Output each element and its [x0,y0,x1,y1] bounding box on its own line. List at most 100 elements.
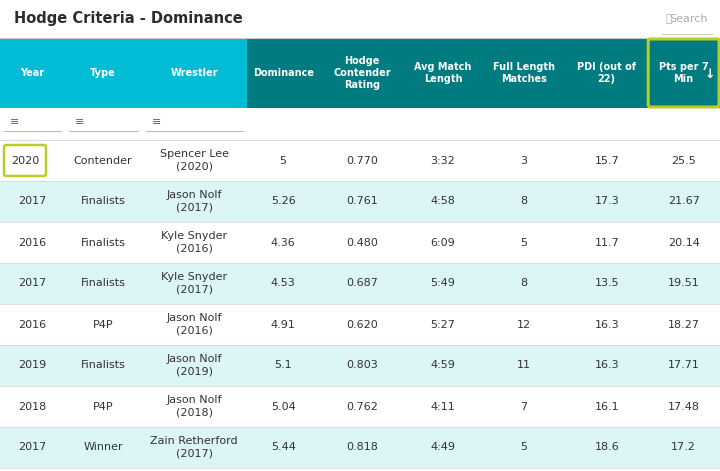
Text: 5:27: 5:27 [431,319,455,330]
Text: Search: Search [670,14,708,24]
Text: 4:11: 4:11 [431,401,455,412]
Text: 0.761: 0.761 [346,196,378,206]
Text: 15.7: 15.7 [595,155,619,165]
Text: Wrestler: Wrestler [171,68,218,78]
Text: 0.480: 0.480 [346,237,378,247]
Text: Jason Nolf
(2018): Jason Nolf (2018) [166,395,222,418]
Text: PDI (out of
22): PDI (out of 22) [577,62,636,84]
Text: 5:49: 5:49 [431,278,455,289]
Bar [0,108,720,140]
Text: 5.1: 5.1 [274,360,292,371]
Bar [0,140,720,181]
Text: Finalists: Finalists [81,360,125,371]
Text: 17.2: 17.2 [671,442,696,453]
Text: Contender: Contender [74,155,132,165]
Text: 4.91: 4.91 [271,319,296,330]
Text: 11: 11 [517,360,531,371]
Text: Winner: Winner [84,442,123,453]
Text: 2020: 2020 [11,155,39,165]
Text: 16.3: 16.3 [595,319,619,330]
Text: Full Length
Matches: Full Length Matches [492,62,555,84]
Bar [0,427,720,468]
Text: Finalists: Finalists [81,278,125,289]
Text: 5: 5 [279,155,287,165]
Text: 21.67: 21.67 [667,196,700,206]
Text: 3:32: 3:32 [431,155,455,165]
Text: 17.71: 17.71 [667,360,700,371]
Text: 0.770: 0.770 [346,155,378,165]
Text: 2018: 2018 [18,401,47,412]
Text: 0.803: 0.803 [346,360,378,371]
Text: 2017: 2017 [18,196,47,206]
Bar [247,38,720,108]
Text: Jason Nolf
(2017): Jason Nolf (2017) [166,190,222,213]
Text: 25.5: 25.5 [671,155,696,165]
Text: Spencer Lee
(2020): Spencer Lee (2020) [160,149,229,172]
Text: 5.26: 5.26 [271,196,295,206]
Text: 2017: 2017 [18,278,47,289]
Text: P4P: P4P [93,401,114,412]
Text: 20.14: 20.14 [667,237,700,247]
Text: 4:58: 4:58 [431,196,455,206]
Text: 2016: 2016 [18,237,46,247]
Bar [0,386,720,427]
Text: Hodge Criteria - Dominance: Hodge Criteria - Dominance [14,11,243,26]
Text: 5: 5 [521,442,527,453]
Text: Finalists: Finalists [81,237,125,247]
Text: 5.04: 5.04 [271,401,295,412]
Text: ≡: ≡ [75,117,84,127]
Text: 13.5: 13.5 [595,278,619,289]
Bar [0,345,720,386]
Text: Type: Type [90,68,116,78]
Text: 8: 8 [521,196,527,206]
Bar [0,263,720,304]
Text: 4:59: 4:59 [431,360,455,371]
Text: 0.762: 0.762 [346,401,378,412]
Text: 🔍: 🔍 [666,14,672,24]
Bar [0,38,247,108]
Text: 0.687: 0.687 [346,278,378,289]
Text: 19.51: 19.51 [667,278,699,289]
Text: 7: 7 [521,401,527,412]
Text: 2019: 2019 [18,360,47,371]
Text: 5.44: 5.44 [271,442,296,453]
Text: Kyle Snyder
(2016): Kyle Snyder (2016) [161,231,228,254]
Text: 8: 8 [521,278,527,289]
Text: Kyle Snyder
(2017): Kyle Snyder (2017) [161,272,228,295]
Text: 16.1: 16.1 [595,401,619,412]
Text: Pts per 7
Min: Pts per 7 Min [659,62,708,84]
Text: 0.620: 0.620 [346,319,378,330]
Text: 0.818: 0.818 [346,442,378,453]
Text: Dominance: Dominance [253,68,314,78]
Text: 18.27: 18.27 [667,319,700,330]
Text: 5: 5 [521,237,527,247]
Bar [0,181,720,222]
Text: Jason Nolf
(2016): Jason Nolf (2016) [166,313,222,336]
Text: 16.3: 16.3 [595,360,619,371]
Bar [0,0,720,38]
Bar [0,304,720,345]
Text: 4.36: 4.36 [271,237,295,247]
Text: Jason Nolf
(2019): Jason Nolf (2019) [166,354,222,377]
Text: 2016: 2016 [18,319,46,330]
Text: Hodge
Contender
Rating: Hodge Contender Rating [333,56,391,90]
Text: Avg Match
Length: Avg Match Length [414,62,472,84]
Text: 3: 3 [521,155,527,165]
Text: P4P: P4P [93,319,114,330]
Text: 18.6: 18.6 [595,442,619,453]
Text: ≡: ≡ [10,117,19,127]
Text: Year: Year [20,68,45,78]
Text: 4.53: 4.53 [271,278,295,289]
Text: 11.7: 11.7 [595,237,619,247]
Text: 2017: 2017 [18,442,47,453]
Text: Finalists: Finalists [81,196,125,206]
Text: ↓: ↓ [705,68,715,81]
Text: 4:49: 4:49 [431,442,456,453]
Text: 12: 12 [517,319,531,330]
Bar [0,222,720,263]
Text: 17.3: 17.3 [595,196,619,206]
Text: ≡: ≡ [152,117,161,127]
Text: Zain Retherford
(2017): Zain Retherford (2017) [150,436,238,459]
Text: 6:09: 6:09 [431,237,455,247]
Text: 17.48: 17.48 [667,401,700,412]
